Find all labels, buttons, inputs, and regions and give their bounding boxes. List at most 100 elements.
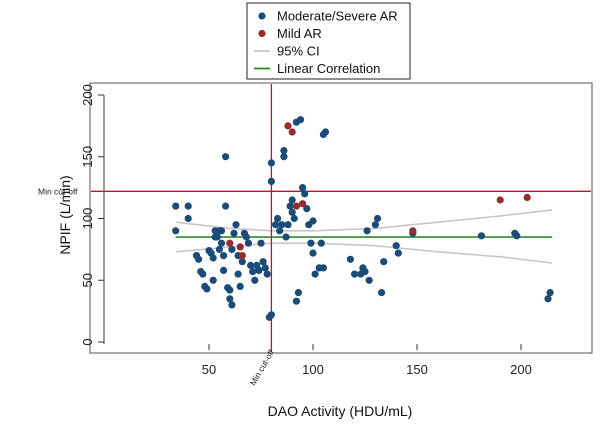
moderate-severe-ar-point [274,214,282,223]
moderate-severe-ar-point [238,258,246,266]
moderate-severe-ar-point [477,232,486,240]
moderate-severe-ar-point [394,249,402,257]
moderate-severe-ar-point [267,159,275,167]
moderate-severe-ar-point [513,232,521,240]
legend: Moderate/Severe AR Mild AR 95% CI Linear Co… [246,2,411,80]
moderate-severe-ar-point [280,147,288,155]
moderate-severe-ar-point [228,301,236,309]
moderate-severe-ar-point [292,297,300,305]
moderate-severe-ar-point [373,214,382,223]
x-tick-label: 100 [302,362,324,377]
y-tick-label: 150 [80,146,95,168]
moderate-severe-ar-point [309,217,317,225]
legend-label: 95% CI [277,44,320,59]
legend-marker [258,29,266,38]
moderate-severe-ar-point [184,214,192,223]
moderate-severe-ar-point [255,266,263,274]
y-tick-label: 0 [80,338,95,345]
moderate-severe-ar-point [172,202,180,210]
moderate-severe-ar-point [220,252,228,260]
mild-ar-point [226,239,234,247]
ci-upper-line [175,209,553,232]
moderate-severe-ar-point [230,229,238,237]
mild-ar-point [523,193,531,202]
y-axis-title: NPIF (L/min) [57,175,73,254]
moderate-severe-ar-point [371,221,379,229]
moderate-severe-ar-point [284,221,292,229]
mild-ar-point [496,196,504,204]
moderate-severe-ar-point [259,258,267,266]
moderate-severe-ar-point [380,258,388,266]
moderate-severe-ar-point [220,266,228,274]
mild-ar-point [288,128,296,136]
x-axis-title: DAO Activity (HDU/mL) [268,403,413,419]
x-tick-label: 150 [406,362,428,377]
moderate-severe-ar-point [222,153,230,161]
y-tick-label: 50 [80,273,95,287]
moderate-severe-ar-point [172,227,180,235]
moderate-severe-ar-point [290,214,298,223]
moderate-severe-ar-point [365,276,373,284]
moderate-severe-ar-point [307,239,315,247]
moderate-severe-ar-point [209,276,217,284]
legend-box [246,2,411,80]
moderate-severe-ar-point [546,289,554,297]
moderate-severe-ar-point [247,261,255,269]
moderate-severe-ar-point [228,245,236,253]
moderate-severe-ar-point [263,270,271,278]
moderate-severe-ar-point [226,295,234,303]
moderate-severe-ar-point [319,130,327,139]
legend-label: Linear Correlation [277,61,380,76]
moderate-severe-ar-point [261,264,269,272]
moderate-severe-ar-point [278,221,286,229]
moderate-severe-ar-point [249,268,257,276]
moderate-severe-ar-point [199,270,207,278]
mild-ar-point [238,252,246,260]
moderate-severe-ar-point [378,289,386,297]
mild-ar-point [292,202,300,210]
moderate-severe-ar-point [251,276,259,284]
moderate-severe-ar-point [346,255,354,263]
moderate-severe-ar-point [294,289,302,297]
moderate-severe-ar-point [392,242,400,250]
y-tick-label: 100 [80,208,95,230]
moderate-severe-ar-point [276,227,284,235]
moderate-severe-ar-point [222,202,230,210]
moderate-severe-ar-point [242,233,250,241]
moderate-severe-ar-point [234,270,242,278]
moderate-severe-ar-point [288,208,296,216]
moderate-severe-ar-point [195,255,203,263]
moderate-severe-ar-point [217,239,226,247]
moderate-severe-ar-point [213,233,221,241]
moderate-severe-ar-point [361,268,369,276]
y-cutoff-label: Min cut-off [38,186,78,196]
moderate-severe-ar-point [282,233,290,241]
moderate-severe-ar-point [232,221,240,229]
moderate-severe-ar-point [257,239,265,247]
moderate-severe-ar-point [363,227,371,235]
moderate-severe-ar-point [236,282,244,290]
legend-label: Moderate/Severe AR [277,9,398,24]
moderate-severe-ar-point [301,190,309,198]
moderate-severe-ar-point [286,202,294,210]
x-tick-label: 50 [202,362,216,377]
moderate-severe-ar-point [244,239,253,247]
moderate-severe-ar-point [311,270,319,278]
moderate-severe-ar-point [288,196,296,204]
moderate-severe-ar-point [317,239,325,247]
legend-label: Mild AR [277,26,322,41]
moderate-severe-ar-point [215,245,223,253]
x-tick-label: 200 [510,362,532,377]
plot-frame [89,82,593,354]
mild-ar-point [284,122,292,130]
moderate-severe-ar-point [203,285,211,293]
moderate-severe-ar-point [267,177,275,185]
mild-ar-point [409,227,417,235]
mild-ar-point [299,200,307,208]
moderate-severe-ar-point [209,254,217,262]
moderate-severe-ar-point [303,205,311,213]
moderate-severe-ar-point [184,202,192,210]
moderate-severe-ar-point [226,286,234,294]
moderate-severe-ar-point [272,221,280,229]
